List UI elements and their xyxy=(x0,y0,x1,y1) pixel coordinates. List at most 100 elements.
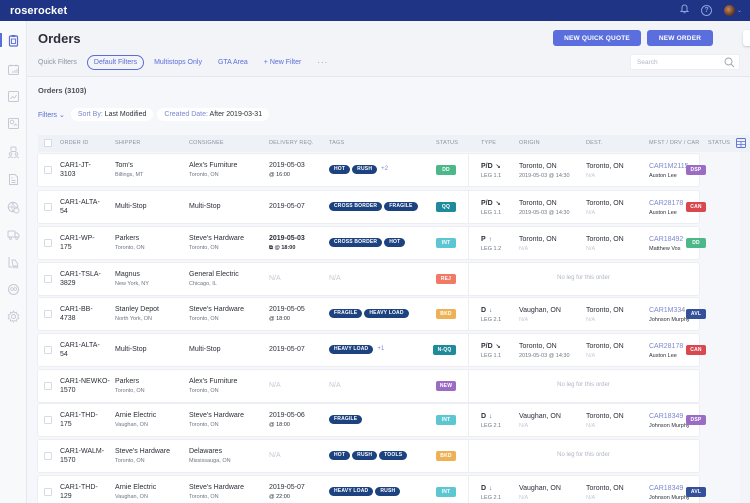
carrier-link[interactable]: CAR18492 xyxy=(649,236,684,243)
row-checkbox[interactable] xyxy=(44,382,52,390)
order-id[interactable]: CAR1-ALTA- 54 xyxy=(60,199,100,215)
tag-pill[interactable]: RUSH xyxy=(352,451,378,460)
table-row[interactable]: CAR1-WP- 175 Parkers Toronto, ON Steve's Har… xyxy=(38,227,706,259)
bell-icon[interactable] xyxy=(679,4,690,17)
order-id[interactable]: CAR1-THD- 129 xyxy=(60,484,98,500)
col-shipper[interactable]: SHIPPER xyxy=(115,140,141,146)
row-checkbox[interactable] xyxy=(44,452,52,460)
order-id[interactable]: CAR1-JT- 3103 xyxy=(60,162,91,178)
col-order-id[interactable]: ORDER ID xyxy=(60,140,89,146)
carrier-link[interactable]: CAR18349 xyxy=(649,413,684,420)
sidebar-item-fleet[interactable] xyxy=(0,224,27,244)
tag-pill[interactable]: FRAGILE xyxy=(384,202,418,211)
filters-dropdown[interactable]: Filters ⌄ xyxy=(38,111,65,119)
table-row[interactable]: CAR1-THD- 129 Arnie Electric Vaughan, ON Ste… xyxy=(38,476,706,503)
sidebar-item-orders[interactable] xyxy=(0,30,27,50)
carrier-link[interactable]: CAR1M334 xyxy=(649,307,686,314)
table-row[interactable]: CAR1-ALTA- 54 Multi-Stop Multi-Stop 2019-05-… xyxy=(38,334,706,366)
order-id[interactable]: CAR1-WP- 175 xyxy=(60,235,95,251)
avatar[interactable] xyxy=(723,5,735,16)
sidebar-item-global-rates[interactable] xyxy=(0,197,27,217)
search-input[interactable] xyxy=(631,55,716,69)
sidebar-item-settings[interactable] xyxy=(0,306,27,326)
col-delivery-req[interactable]: DELIVERY REQ. xyxy=(269,140,314,146)
created-date-chip[interactable]: Created Date: After 2019-03-31 xyxy=(157,108,270,121)
new-quick-quote-button[interactable]: NEW QUICK QUOTE xyxy=(553,30,641,46)
carrier-link[interactable]: CAR28178 xyxy=(649,343,684,350)
tag-pill[interactable]: TOOLS xyxy=(379,451,408,460)
carrier-link[interactable]: CAR1M2115 xyxy=(649,163,689,170)
more-tags-link[interactable]: +1 xyxy=(377,346,385,352)
order-id[interactable]: CAR1-TSLA- 3829 xyxy=(60,271,101,287)
tag-pill[interactable]: HEAVY LOAD xyxy=(364,309,409,318)
sidebar-item-customers[interactable] xyxy=(0,142,27,162)
quick-filter-default[interactable]: Default Filters xyxy=(86,54,145,70)
sort-by-chip[interactable]: Sort By: Last Modified xyxy=(70,108,154,121)
col-status[interactable]: STATUS xyxy=(436,140,459,146)
row-checkbox[interactable] xyxy=(44,239,52,247)
table-row[interactable]: CAR1-TSLA- 3829 Magnus New York, NY General … xyxy=(38,263,699,295)
chevron-down-icon[interactable]: ⌄ xyxy=(736,8,742,14)
tag-pill[interactable]: CROSS BORDER xyxy=(329,238,383,247)
row-checkbox[interactable] xyxy=(44,275,52,283)
quick-filter-multistops[interactable]: Multistops Only xyxy=(154,58,202,66)
tag-pill[interactable]: FRAGILE xyxy=(329,309,363,318)
delivery-req: 2019-05-06 @ 18:00 xyxy=(269,412,305,428)
table-columns-icon[interactable] xyxy=(736,138,746,148)
order-id[interactable]: CAR1-WALM- 1570 xyxy=(60,448,105,464)
order-id[interactable]: CAR1-ALTA- 54 xyxy=(60,342,100,358)
carrier-link[interactable]: CAR28178 xyxy=(649,200,684,207)
order-id[interactable]: CAR1-BB- 4738 xyxy=(60,306,93,322)
quick-filter-gta-area[interactable]: GTA Area xyxy=(217,58,248,66)
col-origin[interactable]: ORIGIN xyxy=(519,140,540,146)
sidebar-item-invoices[interactable] xyxy=(0,169,27,189)
sidebar-item-reports[interactable] xyxy=(0,86,27,106)
search-icon[interactable] xyxy=(724,57,735,68)
sidebar-item-warehouse[interactable] xyxy=(0,252,27,272)
new-filter-link[interactable]: + New Filter xyxy=(263,58,302,66)
tag-pill[interactable]: HOT xyxy=(384,238,406,247)
select-all-checkbox[interactable] xyxy=(44,139,52,147)
row-checkbox[interactable] xyxy=(44,310,52,318)
sidebar-item-calendar[interactable] xyxy=(0,59,27,79)
new-order-button[interactable]: NEW ORDER xyxy=(647,30,713,46)
table-row[interactable]: CAR1-NEWKO- 1570 Parkers Toronto, ON Alex's … xyxy=(38,370,699,402)
tag-pill[interactable]: HOT xyxy=(329,451,351,460)
col-leg-status[interactable]: STATUS xyxy=(708,140,731,146)
sidebar-item-dashboard[interactable] xyxy=(0,113,27,133)
table-row[interactable]: CAR1-THD- 175 Arnie Electric Vaughan, ON Ste… xyxy=(38,404,706,436)
more-tags-link[interactable]: +2 xyxy=(381,166,388,172)
tag-pill[interactable]: HEAVY LOAD xyxy=(329,487,374,496)
table-row[interactable]: CAR1-JT- 3103 Tom's Billings, MT Alex's Furn… xyxy=(38,154,706,186)
table-row[interactable]: CAR1-WALM- 1570 Steve's Hardware Toronto, O… xyxy=(38,440,699,472)
col-mfst-drv-car[interactable]: MFST / DRV / CAR xyxy=(649,140,700,146)
more-actions-button[interactable]: ··· xyxy=(743,30,750,46)
tag-pill[interactable]: CROSS BORDER xyxy=(329,202,383,211)
table-row[interactable]: CAR1-BB- 4738 Stanley Depot North York, ON S… xyxy=(38,298,706,330)
row-checkbox[interactable] xyxy=(44,416,52,424)
col-consignee[interactable]: CONSIGNEE xyxy=(189,140,224,146)
tag-pill[interactable]: RUSH xyxy=(352,165,378,174)
order-id[interactable]: CAR1-NEWKO- 1570 xyxy=(60,378,110,394)
col-dest[interactable]: DEST. xyxy=(586,140,603,146)
tag-pill[interactable]: HEAVY LOAD xyxy=(329,345,374,354)
row-checkbox[interactable] xyxy=(44,166,52,174)
table-row[interactable]: CAR1-ALTA- 54 Multi-Stop Multi-Stop 2019-05-… xyxy=(38,191,706,223)
row-checkbox[interactable] xyxy=(44,488,52,496)
help-icon[interactable]: ? xyxy=(700,5,712,16)
no-leg-message: No leg for this order xyxy=(557,382,610,388)
carrier-link[interactable]: CAR18349 xyxy=(649,485,684,492)
delivery-req: 2019-05-05 @ 18:00 xyxy=(269,306,305,322)
more-filters-icon[interactable]: ··· xyxy=(317,57,329,67)
tag-pill[interactable]: FRAGILE xyxy=(329,415,363,424)
roserocket-logo[interactable]: roserocket xyxy=(10,4,68,17)
order-id[interactable]: CAR1-THD- 175 xyxy=(60,412,98,428)
col-tags[interactable]: TAGS xyxy=(329,140,345,146)
row-checkbox[interactable] xyxy=(44,346,52,354)
tag-pill[interactable]: HOT xyxy=(329,165,351,174)
sidebar-item-partners[interactable] xyxy=(0,279,27,299)
col-type[interactable]: TYPE xyxy=(481,140,497,146)
row-checkbox[interactable] xyxy=(44,203,52,211)
scrollbar[interactable] xyxy=(740,152,750,503)
tag-pill[interactable]: RUSH xyxy=(375,487,401,496)
